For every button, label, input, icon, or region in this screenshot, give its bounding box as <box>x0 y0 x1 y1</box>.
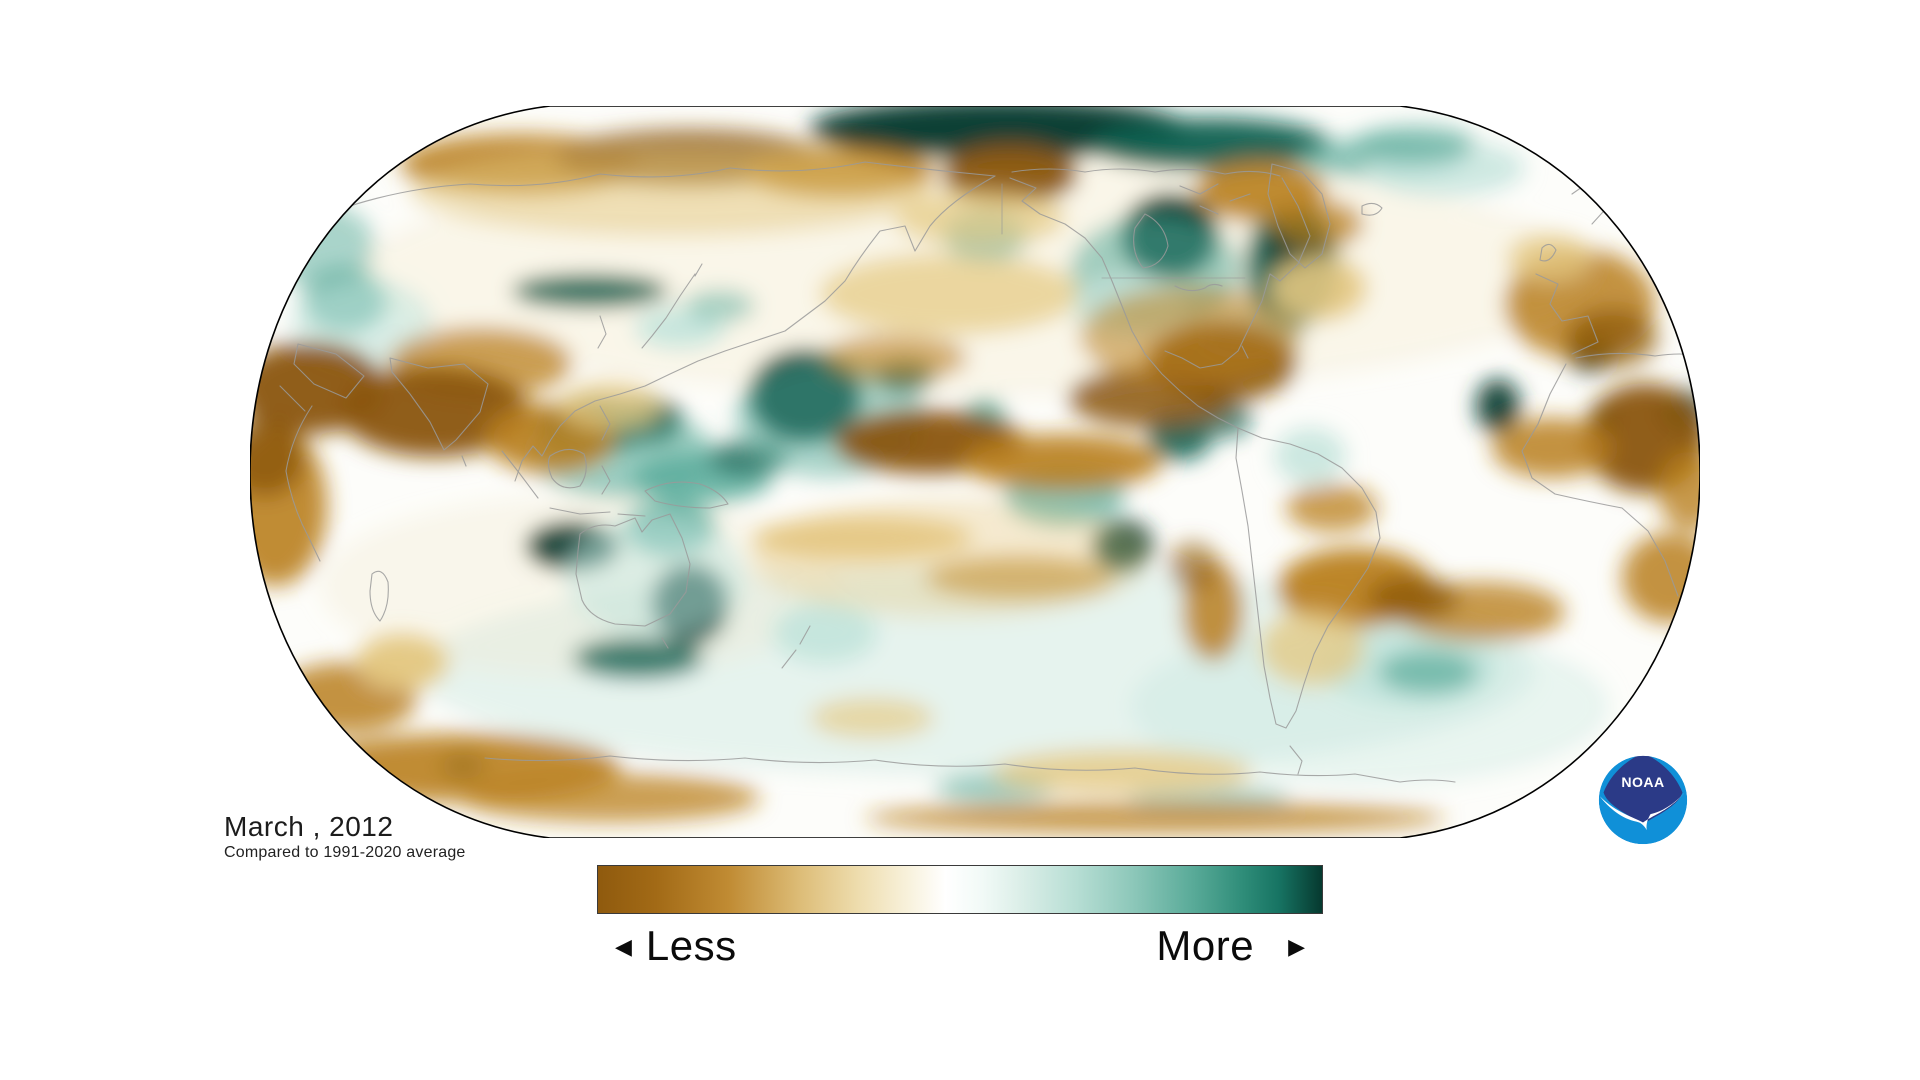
noaa-logo-gull-icon <box>1599 790 1687 831</box>
anomaly-blob <box>1355 126 1475 162</box>
anomaly-blob <box>773 603 877 663</box>
anomaly-blob <box>1367 576 1459 620</box>
coast-hudson-bay <box>1133 213 1169 269</box>
anomaly-blob <box>750 498 1150 618</box>
noaa-logo-sky <box>1603 755 1683 825</box>
more-label: More <box>1156 922 1255 969</box>
noaa-logo-text: NOAA <box>1621 774 1664 790</box>
world-anomaly-map <box>250 106 1700 838</box>
anomaly-blob <box>1080 286 1300 386</box>
left-arrow-icon: ◀ <box>615 934 632 959</box>
anomaly-blob <box>992 750 1252 794</box>
coast-new-guinea <box>644 481 729 509</box>
coast-australia <box>575 513 691 649</box>
anomaly-blob <box>1566 308 1658 368</box>
anomaly-blob <box>810 698 934 738</box>
coast-greenland <box>1267 163 1331 269</box>
more-label-group: More ▶ <box>1156 922 1305 970</box>
coast-iceland <box>1361 202 1383 216</box>
coast-south-america <box>1235 427 1381 729</box>
coast-indonesia <box>501 405 646 517</box>
coast-east-asia <box>514 175 996 482</box>
coast-korea <box>597 315 607 349</box>
coast-madagascar <box>369 570 389 622</box>
coast-arabia <box>293 343 365 399</box>
anomaly-blob <box>962 434 1162 490</box>
right-arrow-icon: ▶ <box>1288 934 1305 959</box>
anomaly-blob <box>865 803 1445 833</box>
anomaly-colorbar <box>597 865 1323 914</box>
coast-new-zealand <box>781 625 811 669</box>
anomaly-blob <box>356 634 448 690</box>
coast-north-america-east <box>1164 177 1311 369</box>
anomaly-blob <box>1090 118 1330 170</box>
anomaly-blob <box>942 144 1078 204</box>
map-subtitle-baseline: Compared to 1991-2020 average <box>224 844 466 862</box>
coast-north-asia <box>334 161 996 212</box>
anomaly-blob <box>573 638 703 678</box>
anomaly-blob <box>820 254 1080 334</box>
anomaly-blob <box>1274 428 1346 484</box>
less-label-group: ◀ Less <box>615 922 737 970</box>
anomaly-blob <box>1286 484 1378 532</box>
map-title-month: March , 2012 <box>224 811 394 842</box>
coast-north-america-arctic <box>1011 168 1281 215</box>
coast-west-africa <box>1521 363 1679 597</box>
anomaly-blob <box>1270 256 1366 320</box>
anomaly-blob <box>1168 542 1218 590</box>
anomaly-blob <box>1476 379 1520 433</box>
map-caption: March , 2012 Compared to 1991-2020 avera… <box>224 812 466 862</box>
anomaly-blob <box>685 290 755 322</box>
anomaly-blob <box>340 367 530 457</box>
anomaly-blob <box>460 774 760 822</box>
anomaly-blob <box>250 416 305 496</box>
map-outline <box>250 106 1700 838</box>
coast-antarctica <box>484 745 1456 783</box>
anomaly-blob <box>823 334 967 382</box>
anomaly-blob <box>895 190 1065 246</box>
coast-east-africa <box>279 385 321 562</box>
coast-japan <box>641 263 703 349</box>
anomaly-blob <box>1378 650 1478 694</box>
less-label: Less <box>645 922 737 969</box>
anomaly-blob <box>1260 610 1364 686</box>
anomaly-blob <box>1492 418 1612 478</box>
anomaly-blob <box>1658 451 1700 531</box>
anomaly-blob <box>565 516 745 636</box>
anomaly-blob <box>558 382 662 430</box>
anomaly-blob <box>1508 234 1592 282</box>
border-us-canada <box>1001 183 1246 279</box>
coast-india <box>389 357 489 467</box>
anomaly-blob <box>512 275 668 307</box>
colorbar-labels: ◀ Less More ▶ <box>597 920 1323 972</box>
anomaly-blob <box>1273 200 1363 248</box>
coast-north-america-west <box>1009 177 1239 429</box>
coastlines-layer <box>279 161 1700 783</box>
noaa-logo: NOAA <box>1598 755 1688 845</box>
anomaly-blob <box>410 146 930 236</box>
